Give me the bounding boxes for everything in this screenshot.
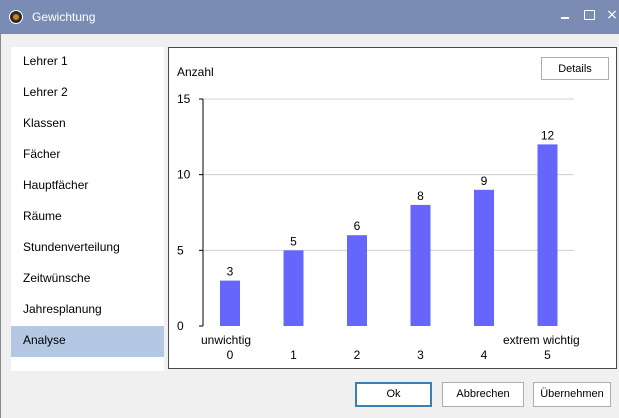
chart-grid xyxy=(203,98,574,251)
sidebar-item-zeitwuensche[interactable]: Zeitwünsche xyxy=(11,264,164,295)
bar xyxy=(474,189,494,326)
maximize-icon xyxy=(583,10,595,20)
cancel-button[interactable]: Abbrechen xyxy=(442,382,524,407)
x-tick-label: 0 xyxy=(227,348,234,362)
apply-button[interactable]: Übernehmen xyxy=(533,382,611,407)
y-tick-label: 5 xyxy=(177,243,184,257)
window-title: Gewichtung xyxy=(32,10,96,24)
sidebar-item-label: Stundenverteilung xyxy=(23,240,120,254)
window-border xyxy=(0,34,1,418)
y-tick-label: 0 xyxy=(177,319,184,333)
title-bar: Gewichtung × xyxy=(0,0,619,34)
dialog-footer xyxy=(11,372,619,418)
sidebar-item-label: Klassen xyxy=(23,116,66,130)
bar xyxy=(537,144,558,326)
bar-value-label: 8 xyxy=(417,189,424,203)
chart-bars xyxy=(220,144,558,326)
sidebar-item-faecher[interactable]: Fächer xyxy=(11,140,164,171)
ok-button[interactable]: Ok xyxy=(355,382,432,407)
low-importance-label: unwichtig xyxy=(201,333,251,347)
y-axis-label: Anzahl xyxy=(177,65,214,79)
x-tick-label: 5 xyxy=(544,348,551,362)
bar-value-label: 9 xyxy=(481,174,488,188)
sidebar-item-hauptfaecher[interactable]: Hauptfächer xyxy=(11,171,164,202)
sidebar-item-label: Analyse xyxy=(23,333,66,347)
y-tick-label: 15 xyxy=(177,92,191,106)
bar xyxy=(347,235,367,326)
sidebar-item-label: Fächer xyxy=(23,147,61,161)
x-tick-label: 1 xyxy=(290,348,297,362)
bar-value-label: 5 xyxy=(290,234,297,248)
app-icon xyxy=(9,10,23,24)
bar xyxy=(220,280,240,326)
chart-axis xyxy=(199,98,204,327)
sidebar-item-raeume[interactable]: Räume xyxy=(11,202,164,233)
sidebar-item-label: Räume xyxy=(23,209,62,223)
x-tick-label: 3 xyxy=(417,348,424,362)
bar-value-label: 3 xyxy=(227,265,234,279)
sidebar-item-stundenverteilung[interactable]: Stundenverteilung xyxy=(11,233,164,264)
sidebar-item-lehrer-2[interactable]: Lehrer 2 xyxy=(11,78,164,109)
sidebar-item-analyse[interactable]: Analyse xyxy=(11,326,164,357)
high-importance-label: extrem wichtig xyxy=(503,333,580,347)
x-tick-label: 2 xyxy=(354,348,361,362)
sidebar: Lehrer 1 Lehrer 2 Klassen Fächer Hauptfä… xyxy=(11,47,164,371)
close-button[interactable]: × xyxy=(594,0,619,34)
chart-labels: 0 5 10 15 3 0 5 1 6 2 8 3 9 4 12 5 xyxy=(177,92,554,362)
maximize-button[interactable] xyxy=(571,0,607,34)
bar-value-label: 6 xyxy=(354,219,361,233)
minimize-icon xyxy=(561,17,569,19)
details-button[interactable]: Details xyxy=(541,57,609,80)
sidebar-item-label: Jahresplanung xyxy=(23,302,102,316)
bar xyxy=(410,204,431,326)
minimize-button[interactable] xyxy=(547,0,583,34)
analysis-chart-panel: Details 0 5 10 15 3 0 5 1 6 2 8 3 9 4 12 5 Anzahl unwic… xyxy=(168,47,617,369)
close-icon: × xyxy=(606,7,618,23)
sidebar-item-jahresplanung[interactable]: Jahresplanung xyxy=(11,295,164,326)
sidebar-item-label: Hauptfächer xyxy=(23,178,89,192)
sidebar-item-klassen[interactable]: Klassen xyxy=(11,109,164,140)
sidebar-item-label: Lehrer 1 xyxy=(23,54,68,68)
bar xyxy=(283,250,304,326)
y-tick-label: 10 xyxy=(177,168,191,182)
bar-chart: 0 5 10 15 3 0 5 1 6 2 8 3 9 4 12 5 Anzahl unwichtig ext… xyxy=(177,65,580,362)
x-tick-label: 4 xyxy=(481,348,488,362)
bar-value-label: 12 xyxy=(541,128,555,142)
sidebar-item-label: Lehrer 2 xyxy=(23,85,68,99)
sidebar-item-lehrer-1[interactable]: Lehrer 1 xyxy=(11,47,164,78)
sidebar-item-label: Zeitwünsche xyxy=(23,271,91,285)
